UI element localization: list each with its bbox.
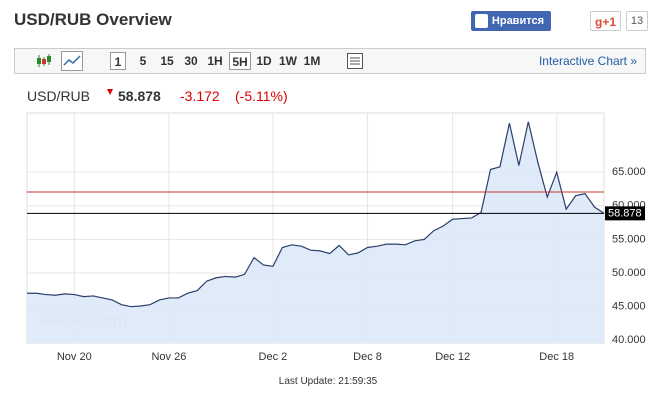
settings-icon[interactable] — [346, 52, 364, 70]
gplus-button[interactable]: g+1 — [590, 11, 621, 31]
x-tick-label: Nov 26 — [151, 351, 186, 363]
price: 58.878 — [118, 88, 161, 104]
title: USD/RUB Overview — [14, 10, 172, 29]
down-arrow — [107, 89, 113, 95]
toolbar: 1 5 15 30 1H 5H 1D 1W 1M Interactive Chart » — [14, 48, 646, 74]
toolbar-button[interactable]: 15 — [160, 54, 174, 68]
toolbar-button[interactable]: 1 — [110, 52, 126, 70]
y-tick-label: 55.000 — [612, 233, 646, 245]
candle-icon[interactable] — [35, 53, 53, 69]
y-tick-label: 45.000 — [612, 301, 646, 313]
interactive-chart-link[interactable]: Interactive Chart » — [538, 54, 637, 68]
symbol: USD/RUB — [27, 88, 91, 104]
change: -3.172 — [180, 88, 220, 104]
line-icon[interactable] — [61, 51, 83, 71]
toolbar-button[interactable]: 1W — [279, 54, 297, 68]
last-update: Last Update: 21:59:35 — [278, 376, 378, 387]
like-label[interactable]: Нравится — [491, 15, 544, 27]
price-line — [27, 121, 605, 308]
chart: 40.00045.00050.00055.00060.00065.000Nov … — [26, 112, 646, 363]
x-tick-label: Nov 20 — [57, 351, 92, 363]
last-price-box — [605, 206, 645, 221]
area-fill — [27, 121, 604, 343]
toolbar-button[interactable]: 1D — [256, 54, 272, 68]
last-price-label: 58.878 — [608, 207, 642, 219]
x-tick-label: Dec 2 — [259, 351, 288, 363]
x-tick-label: Dec 8 — [353, 351, 382, 363]
y-tick-label: 50.000 — [612, 267, 646, 279]
gplus-count: 13 — [626, 11, 648, 31]
toolbar-button[interactable]: 1M — [303, 54, 321, 68]
like-button[interactable]: Нравится — [471, 11, 551, 31]
change-percent: (-5.11%) — [235, 88, 288, 104]
toolbar-button[interactable]: 5H — [229, 52, 251, 70]
x-tick-label: Dec 12 — [435, 351, 470, 363]
y-tick-label: 65.000 — [612, 166, 646, 178]
x-tick-label: Dec 18 — [539, 351, 574, 363]
toolbar-button[interactable]: 5 — [139, 54, 147, 68]
y-tick-label: 40.000 — [612, 334, 646, 346]
toolbar-button[interactable]: 1H — [207, 54, 223, 68]
toolbar-button[interactable]: 30 — [184, 54, 198, 68]
